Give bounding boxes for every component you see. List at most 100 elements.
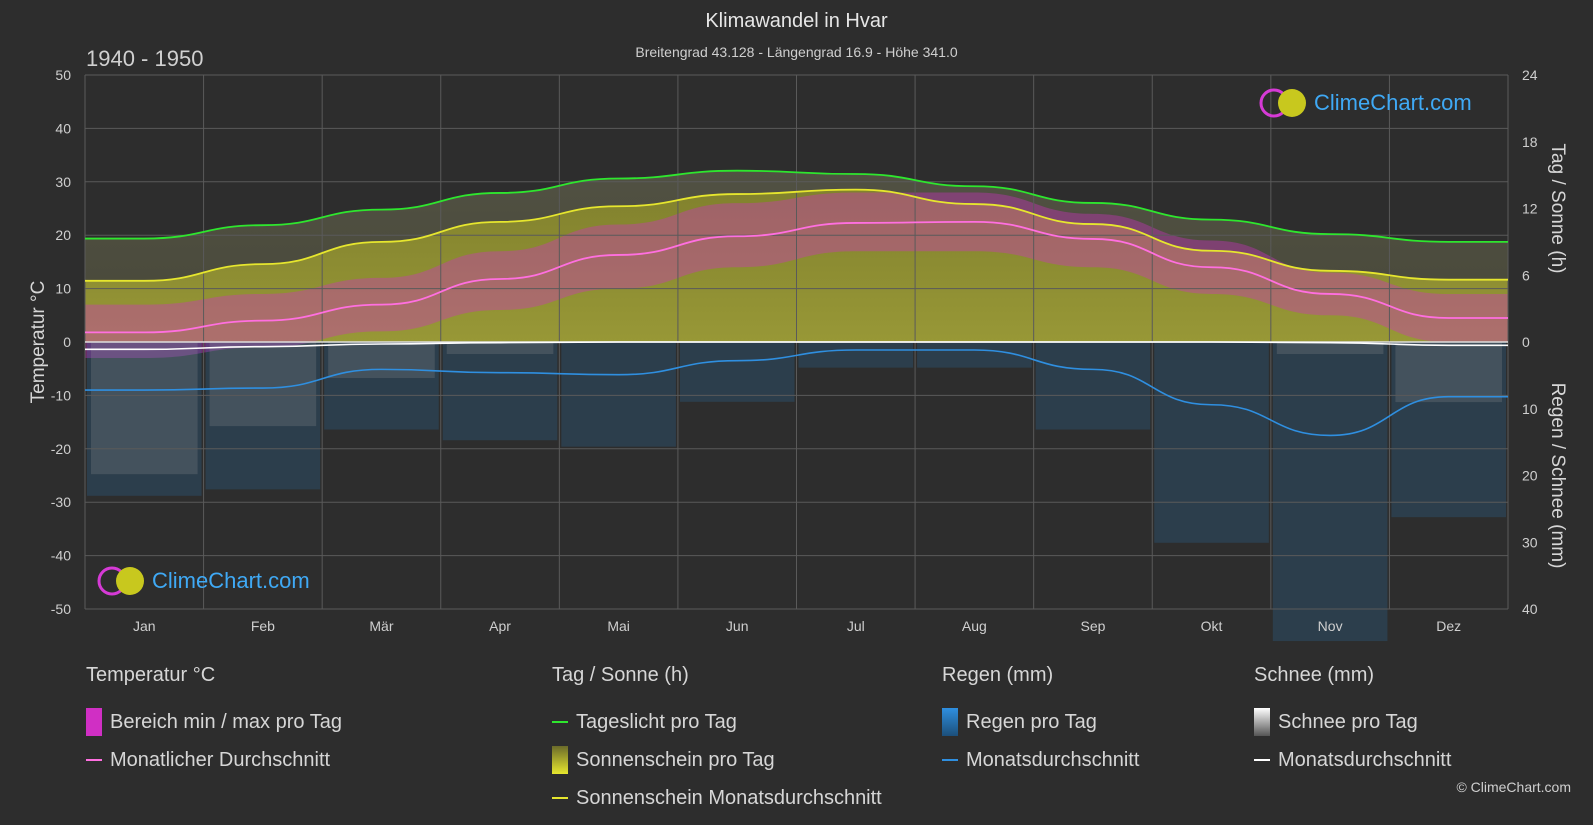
swatch <box>1254 759 1270 761</box>
swatch <box>86 708 102 736</box>
y-left-tick-label: -10 <box>51 387 71 403</box>
x-tick-label: Sep <box>1080 618 1105 634</box>
y-right-mm-tick-label: 40 <box>1522 601 1538 617</box>
swatch <box>552 797 568 799</box>
swatch <box>86 759 102 761</box>
legend-label: Schnee pro Tag <box>1278 710 1418 733</box>
x-tick-label: Feb <box>251 618 275 634</box>
x-tick-label: Jun <box>726 618 749 634</box>
y-left-tick-label: 10 <box>55 281 71 297</box>
logo-top: ClimeChart.com <box>1258 86 1472 120</box>
rain-bar <box>442 342 558 441</box>
y-left-tick-label: -30 <box>51 494 71 510</box>
y-left-tick-label: 30 <box>55 174 71 190</box>
legend-item: Sonnenschein Monatsdurchschnitt <box>552 779 882 817</box>
swatch <box>942 759 958 761</box>
legend-title: Schnee (mm) <box>1254 664 1375 686</box>
logo-text: ClimeChart.com <box>152 568 310 593</box>
swatch <box>552 746 568 774</box>
legend-label: Sonnenschein Monatsdurchschnitt <box>576 786 882 809</box>
y-left-tick-label: 0 <box>63 334 71 350</box>
rain-bar <box>561 342 676 447</box>
x-tick-label: Aug <box>962 618 987 634</box>
legend-label: Tageslicht pro Tag <box>576 710 737 733</box>
y-right-hours-tick-label: 18 <box>1522 134 1538 150</box>
x-tick-label: Jul <box>847 618 865 634</box>
rain-bar <box>1035 342 1151 430</box>
legend-title: Tag / Sonne (h) <box>552 664 689 686</box>
climechart-logo-icon <box>97 566 144 596</box>
legend-item: Monatsdurchschnitt <box>1254 741 1451 779</box>
snow-bar <box>91 342 198 475</box>
rain-bar <box>679 342 795 402</box>
legend-item: Monatlicher Durchschnitt <box>86 741 342 779</box>
x-tick-label: Nov <box>1318 618 1343 634</box>
y-left-tick-label: 50 <box>55 67 71 83</box>
swatch <box>552 721 568 723</box>
temperature-avg-line <box>85 220 1508 334</box>
legend-title: Regen (mm) <box>942 664 1054 686</box>
legend-item: Bereich min / max pro Tag <box>86 703 342 741</box>
rain-bar <box>1154 342 1269 543</box>
legend-label: Bereich min / max pro Tag <box>110 710 342 733</box>
chart-title: Klimawandel in Hvar <box>705 10 888 32</box>
y-right-hours-tick-label: 0 <box>1522 334 1530 350</box>
x-tick-label: Jan <box>133 618 156 634</box>
rain-avg-line <box>85 349 1508 437</box>
legend-label: Monatsdurchschnitt <box>1278 748 1452 771</box>
snow-avg-line <box>85 341 1508 351</box>
x-tick-label: Mai <box>607 618 630 634</box>
rain-bar <box>1272 342 1388 642</box>
y-right-top-axis-title: Tag / Sonne (h) <box>1547 144 1568 274</box>
y-left-tick-label: -40 <box>51 548 71 564</box>
snow-bar <box>446 342 554 355</box>
copyright: © ClimeChart.com <box>1456 779 1571 795</box>
chart-axes: 50 40 30 20 10 0 -10 -20 -30 -40 -50 24 18 12 6 0 10 20 30… <box>28 67 1568 634</box>
snow-bar <box>1395 342 1502 403</box>
sunshine-avg-line <box>85 188 1508 282</box>
rain-bar <box>1391 342 1506 518</box>
legend-item: Regen pro Tag <box>942 703 1139 741</box>
climechart-logo-icon <box>1259 88 1306 118</box>
chart-subtitle: Breitengrad 43.128 - Längengrad 16.9 - H… <box>635 44 958 60</box>
y-left-tick-label: -50 <box>51 601 71 617</box>
daylight-line <box>84 169 1508 243</box>
swatch <box>942 708 958 736</box>
legend-rain: Regen (mm) Regen pro Tag Monatsdurchschn… <box>942 664 1139 779</box>
legend-title: Temperatur °C <box>86 664 216 686</box>
y-right-hours-tick-label: 12 <box>1522 201 1538 217</box>
y-right-mm-tick-label: 10 <box>1522 401 1538 417</box>
x-tick-label: Mär <box>369 618 393 634</box>
legend-item: Schnee pro Tag <box>1254 703 1451 741</box>
rain-bar <box>324 342 439 430</box>
legend-label: Sonnenschein pro Tag <box>576 748 775 771</box>
x-tick-label: Apr <box>489 618 511 634</box>
legend-label: Monatlicher Durchschnitt <box>110 748 331 771</box>
legend-item: Sonnenschein pro Tag <box>552 741 882 779</box>
logo-bottom: ClimeChart.com <box>96 564 310 598</box>
y-right-mm-tick-label: 20 <box>1522 468 1538 484</box>
rain-bar <box>917 342 1032 368</box>
chart-lines <box>84 169 1508 437</box>
legend-sun: Tag / Sonne (h) Tageslicht pro Tag Sonne… <box>552 664 882 817</box>
rain-bar <box>87 342 202 496</box>
logo-text: ClimeChart.com <box>1314 90 1472 115</box>
y-right-hours-tick-label: 6 <box>1522 267 1530 283</box>
legend-temperature: Temperatur °C Bereich min / max pro Tag … <box>86 664 342 779</box>
x-tick-label: Dez <box>1436 618 1461 634</box>
legend-label: Regen pro Tag <box>966 710 1097 733</box>
y-left-axis-title: Temperatur °C <box>28 281 49 404</box>
x-tick-label: Okt <box>1201 618 1223 634</box>
period-label: 1940 - 1950 <box>86 46 204 71</box>
y-right-bottom-axis-title: Regen / Schnee (mm) <box>1547 383 1568 569</box>
y-right-hours-tick-label: 24 <box>1522 67 1538 83</box>
y-left-tick-label: 40 <box>55 120 71 136</box>
legend-item: Tageslicht pro Tag <box>552 703 882 741</box>
legend-label: Monatsdurchschnitt <box>966 748 1140 771</box>
swatch <box>1254 708 1270 736</box>
snow-bar <box>1276 342 1384 355</box>
rain-bar <box>205 342 321 490</box>
rain-bar <box>798 342 914 368</box>
y-left-tick-label: -20 <box>51 441 71 457</box>
